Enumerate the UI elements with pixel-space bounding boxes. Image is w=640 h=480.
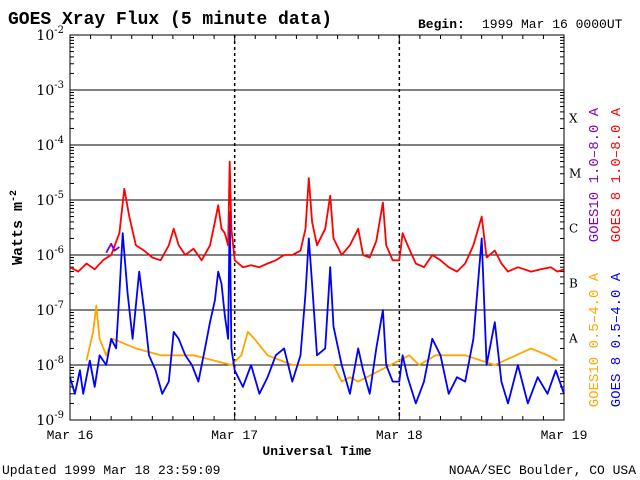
y-tick-exponent: -2 bbox=[54, 25, 64, 36]
legend-entry: GOES10 0.5–4.0 A bbox=[587, 272, 603, 407]
x-tick-labels: Mar 16 Mar 17 Mar 18 Mar 19 bbox=[47, 428, 588, 443]
begin-label: Begin: bbox=[418, 17, 465, 32]
y-tick-exponent: -5 bbox=[54, 190, 64, 201]
series-line bbox=[105, 242, 120, 254]
y-tick-base: 10 bbox=[36, 248, 54, 264]
x-tick-label: Mar 16 bbox=[47, 428, 94, 443]
y-tick-exponent: -6 bbox=[54, 245, 64, 256]
flare-class-label: M bbox=[569, 167, 581, 181]
x-tick-label: Mar 17 bbox=[211, 428, 258, 443]
y-tick-labels: 10-910-810-710-610-510-410-310-2 bbox=[36, 25, 64, 429]
flare-class-label: X bbox=[569, 112, 578, 126]
y-tick-exponent: -3 bbox=[54, 80, 64, 91]
y-axis-label-group: Watts m-2 bbox=[9, 190, 27, 265]
y-tick-base: 10 bbox=[36, 28, 54, 44]
y-tick-exponent: -7 bbox=[54, 300, 64, 311]
series-layer bbox=[69, 160, 565, 405]
legend-entry: GOES 8 0.5–4.0 A bbox=[609, 272, 625, 407]
y-axis-label-text: Watts m bbox=[10, 202, 27, 265]
y-tick-exponent: -4 bbox=[54, 135, 64, 146]
chart-title: GOES Xray Flux (5 minute data) bbox=[8, 10, 332, 30]
y-tick-label: 10-5 bbox=[36, 190, 64, 209]
flare-class-labels: A B C M X bbox=[568, 112, 581, 346]
series-line bbox=[69, 211, 565, 405]
series-line bbox=[85, 304, 558, 383]
y-tick-label: 10-6 bbox=[36, 245, 64, 264]
plot-frame bbox=[69, 34, 565, 421]
y-tick-label: 10-2 bbox=[36, 25, 64, 44]
updated-text: Updated 1999 Mar 18 23:59:09 bbox=[2, 463, 220, 478]
y-tick-base: 10 bbox=[36, 138, 54, 154]
grid-layer bbox=[69, 35, 565, 420]
series-line bbox=[69, 160, 565, 273]
y-tick-base: 10 bbox=[36, 193, 54, 209]
legend-entry: GOES 8 1.0–8.0 A bbox=[609, 107, 625, 242]
x-tick-label: Mar 18 bbox=[376, 428, 423, 443]
flare-class-label: C bbox=[569, 222, 578, 236]
y-tick-exponent: -9 bbox=[54, 410, 64, 421]
credit-text: NOAA/SEC Boulder, CO USA bbox=[449, 463, 636, 478]
y-tick-base: 10 bbox=[36, 358, 54, 374]
y-tick-base: 10 bbox=[36, 413, 54, 429]
flare-class-label: A bbox=[568, 332, 578, 346]
x-axis-label: Universal Time bbox=[262, 444, 371, 459]
y-tick-exponent: -8 bbox=[54, 355, 64, 366]
y-axis-label-exponent: -2 bbox=[9, 190, 20, 202]
x-tick-label: Mar 19 bbox=[541, 428, 588, 443]
y-tick-base: 10 bbox=[36, 303, 54, 319]
y-tick-label: 10-7 bbox=[36, 300, 64, 319]
y-tick-label: 10-8 bbox=[36, 355, 64, 374]
begin-value: 1999 Mar 16 0000UT bbox=[482, 17, 623, 32]
legend-entry: GOES10 1.0–8.0 A bbox=[587, 107, 603, 242]
y-axis-label: Watts m-2 bbox=[9, 190, 27, 265]
flare-class-label: B bbox=[569, 277, 578, 291]
y-tick-base: 10 bbox=[36, 83, 54, 99]
y-tick-label: 10-4 bbox=[36, 135, 64, 154]
y-tick-label: 10-3 bbox=[36, 80, 64, 99]
y-tick-label: 10-9 bbox=[36, 410, 64, 429]
right-legend: GOES 8 1.0–8.0 A GOES10 1.0–8.0 A GOES 8 0… bbox=[587, 107, 625, 407]
